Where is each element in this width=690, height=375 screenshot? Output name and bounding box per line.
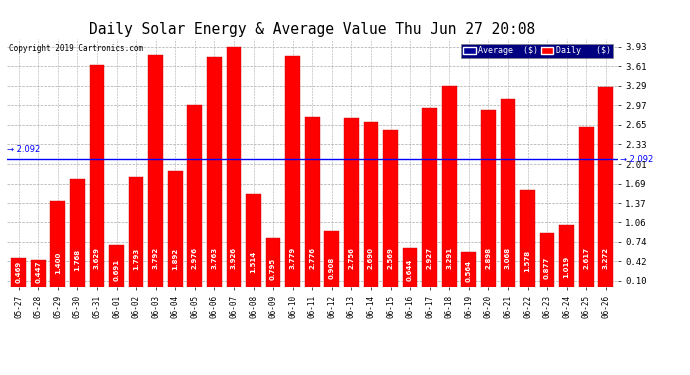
Text: 2.690: 2.690 — [368, 246, 374, 268]
Text: 3.779: 3.779 — [290, 246, 295, 268]
Text: 0.908: 0.908 — [329, 256, 335, 279]
Bar — [540, 233, 555, 287]
Bar — [579, 127, 593, 287]
Text: 1.019: 1.019 — [564, 255, 570, 278]
Bar — [207, 57, 221, 287]
Bar — [462, 252, 476, 287]
Bar — [383, 130, 398, 287]
Bar — [501, 99, 515, 287]
Bar — [598, 87, 613, 287]
Bar — [403, 248, 417, 287]
Text: Copyright 2019 Cartronics.com: Copyright 2019 Cartronics.com — [9, 44, 143, 53]
Text: 1.793: 1.793 — [133, 248, 139, 270]
Text: 2.776: 2.776 — [309, 246, 315, 268]
Bar — [481, 110, 495, 287]
Bar — [560, 225, 574, 287]
Text: 3.272: 3.272 — [603, 246, 609, 268]
Text: 0.795: 0.795 — [270, 258, 276, 280]
Bar — [344, 118, 359, 287]
Text: 3.792: 3.792 — [152, 246, 159, 268]
Bar — [442, 86, 457, 287]
Text: 3.763: 3.763 — [211, 246, 217, 268]
Bar — [90, 65, 104, 287]
Bar — [226, 47, 242, 287]
Bar — [168, 171, 183, 287]
Text: 1.768: 1.768 — [75, 249, 80, 271]
Text: 3.068: 3.068 — [505, 246, 511, 268]
Bar — [364, 123, 378, 287]
Bar — [285, 56, 300, 287]
Text: 0.469: 0.469 — [16, 260, 21, 283]
Text: 0.564: 0.564 — [466, 260, 472, 282]
Bar — [422, 108, 437, 287]
Text: → 2.092: → 2.092 — [8, 145, 41, 154]
Bar — [129, 177, 144, 287]
Bar — [520, 190, 535, 287]
Text: 0.691: 0.691 — [113, 258, 119, 280]
Text: 1.400: 1.400 — [55, 252, 61, 274]
Text: 3.629: 3.629 — [94, 246, 100, 268]
Bar — [11, 258, 26, 287]
Text: → 2.092: → 2.092 — [620, 154, 653, 164]
Bar — [246, 194, 261, 287]
Bar — [266, 238, 280, 287]
Text: 0.877: 0.877 — [544, 256, 550, 279]
Text: 1.578: 1.578 — [524, 250, 531, 272]
Bar — [148, 55, 163, 287]
Text: 2.756: 2.756 — [348, 247, 355, 268]
Text: 2.898: 2.898 — [485, 246, 491, 268]
Text: 1.892: 1.892 — [172, 248, 178, 270]
Text: 0.447: 0.447 — [35, 260, 41, 283]
Text: 2.927: 2.927 — [426, 246, 433, 268]
Text: 0.644: 0.644 — [407, 259, 413, 281]
Text: 3.926: 3.926 — [231, 246, 237, 268]
Text: 1.514: 1.514 — [250, 251, 257, 273]
Title: Daily Solar Energy & Average Value Thu Jun 27 20:08: Daily Solar Energy & Average Value Thu J… — [89, 22, 535, 37]
Bar — [109, 244, 124, 287]
Bar — [50, 201, 65, 287]
Bar — [31, 260, 46, 287]
Bar — [324, 231, 339, 287]
Bar — [305, 117, 319, 287]
Bar — [188, 105, 202, 287]
Bar — [70, 179, 85, 287]
Text: 2.569: 2.569 — [388, 247, 393, 268]
Text: 3.291: 3.291 — [446, 246, 452, 268]
Legend: Average  ($), Daily   ($): Average ($), Daily ($) — [461, 44, 613, 57]
Text: 2.976: 2.976 — [192, 246, 198, 268]
Text: 2.617: 2.617 — [583, 246, 589, 268]
